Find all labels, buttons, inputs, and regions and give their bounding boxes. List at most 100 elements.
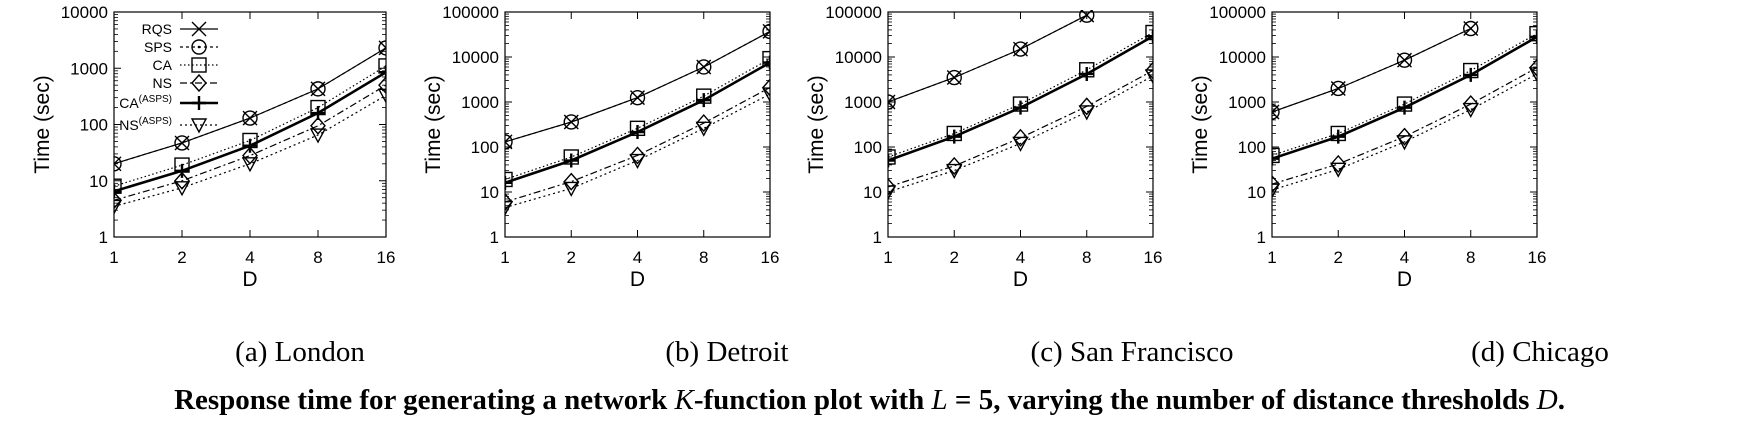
data-point-dot: [702, 65, 706, 69]
legend-marker: [191, 57, 207, 73]
y-tick-label: 100000: [442, 3, 499, 22]
data-point: [1146, 29, 1153, 44]
series-ns: [114, 76, 386, 210]
series-line: [1272, 67, 1537, 185]
legend-marker-dot: [197, 45, 201, 49]
x-tick-label: 8: [1082, 248, 1091, 267]
data-point: [114, 156, 122, 172]
data-point: [174, 135, 190, 151]
chart-2: 1 10 100 1000 10000 100000 1 2 4 8 16 D Time (sec): [422, 3, 779, 291]
x-tick-label: 16: [1528, 248, 1547, 267]
data-point: [1012, 41, 1029, 57]
data-point-ring: [946, 69, 962, 86]
series-line: [114, 84, 386, 201]
data-point: [695, 114, 712, 133]
data-point: [311, 106, 325, 121]
legend-entry: RQS: [142, 21, 218, 37]
data-point: [1331, 129, 1346, 144]
figure-caption-prefix: Response time for generating a network: [174, 384, 675, 416]
y-tick-label: 100: [854, 138, 882, 157]
series-line: [1272, 27, 1472, 113]
data-point: [762, 78, 770, 97]
legend-label-text: NS: [119, 117, 138, 133]
data-point: [505, 134, 513, 150]
data-point: [242, 146, 258, 165]
x-tick-label: 1: [500, 248, 509, 267]
data-point: [1462, 102, 1479, 119]
data-point: [505, 200, 514, 217]
data-point-ring: [629, 89, 646, 106]
data-point: [946, 156, 963, 175]
data-point: [629, 89, 646, 106]
data-point: [1330, 162, 1347, 178]
subplot-caption-b: (b) Detroit: [665, 336, 789, 368]
y-tick-label: 1: [1257, 228, 1266, 247]
data-point-ring: [242, 110, 258, 126]
y-tick-label: 10000: [452, 48, 499, 67]
legend-label: NS: [153, 75, 172, 91]
series-ns-asps-: [505, 87, 770, 217]
data-point: [630, 125, 645, 140]
data-point-dot: [114, 162, 116, 166]
subplot-caption-d: (d) Chicago: [1471, 336, 1609, 368]
y-tick-label: 10: [1247, 183, 1266, 202]
y-tick-label: 1000: [844, 93, 882, 112]
x-tick-label: 16: [377, 248, 396, 267]
y-tick-label: 1000: [1228, 93, 1266, 112]
x-tick-label: 2: [567, 248, 576, 267]
y-tick-label: 10: [89, 172, 108, 191]
data-point: [947, 129, 962, 144]
data-point: [175, 163, 189, 178]
data-point: [762, 50, 770, 67]
series-line: [505, 86, 770, 203]
data-point: [378, 58, 386, 74]
data-point: [1145, 24, 1153, 41]
data-point: [762, 23, 770, 40]
data-point-ring: [762, 23, 770, 40]
y-axis-label: Time (sec): [1189, 75, 1212, 173]
x-axis-label: D: [242, 268, 257, 291]
y-tick-label: 10000: [61, 3, 108, 22]
plot-frame: [504, 11, 771, 238]
data-point-ring: [1463, 20, 1479, 37]
subplot-caption-a: (a) London: [235, 336, 365, 368]
data-point: [310, 81, 326, 97]
series-sps: [888, 10, 1095, 110]
data-point: [114, 199, 123, 215]
y-tick-label: 1000: [70, 59, 108, 78]
data-point: [1079, 10, 1095, 23]
data-point: [563, 172, 580, 191]
y-axis-label: Time (sec): [805, 75, 828, 173]
data-point: [629, 153, 646, 170]
x-tick-label: 2: [950, 248, 959, 267]
data-point: [1463, 67, 1478, 82]
legend-entry: SPS: [144, 39, 218, 55]
data-point-dot: [888, 100, 890, 104]
series-line: [114, 94, 386, 207]
x-axis-label: D: [630, 268, 645, 291]
legend-label: RQS: [142, 21, 172, 37]
data-point: [377, 88, 386, 104]
data-point: [629, 146, 646, 165]
data-point: [1013, 100, 1028, 115]
data-point: [1012, 128, 1029, 147]
data-point: [563, 114, 579, 130]
x-tick-label: 8: [699, 248, 708, 267]
series-line: [505, 93, 770, 209]
data-point: [888, 153, 895, 168]
data-point: [114, 191, 122, 210]
y-tick-label: 10: [480, 183, 499, 202]
legend-marker: [191, 73, 207, 93]
x-tick-label: 2: [1334, 248, 1343, 267]
data-point-ring: [505, 134, 513, 150]
legend-marker: [192, 96, 206, 110]
data-point: [1078, 105, 1095, 121]
series-ns-asps-: [1272, 67, 1537, 199]
data-point: [241, 157, 259, 173]
data-point: [1396, 135, 1413, 151]
data-point-dot: [1085, 13, 1089, 17]
x-tick-label: 4: [245, 248, 254, 267]
figure-caption-suffix: .: [1557, 384, 1565, 416]
data-point-ring: [1330, 80, 1346, 97]
